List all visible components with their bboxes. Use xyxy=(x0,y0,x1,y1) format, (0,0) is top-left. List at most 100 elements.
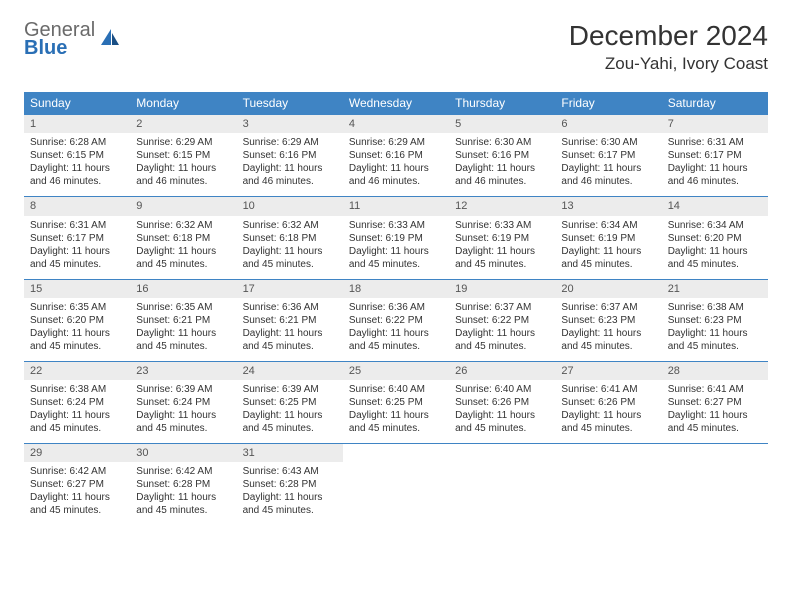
day-text: Sunrise: 6:32 AMSunset: 6:18 PMDaylight:… xyxy=(237,216,343,279)
calendar-cell: 19Sunrise: 6:37 AMSunset: 6:22 PMDayligh… xyxy=(449,279,555,361)
day-text: Sunrise: 6:29 AMSunset: 6:15 PMDaylight:… xyxy=(130,133,236,196)
calendar-cell: 15Sunrise: 6:35 AMSunset: 6:20 PMDayligh… xyxy=(24,279,130,361)
day-number: 28 xyxy=(662,362,768,380)
sunrise-text: Sunrise: 6:35 AM xyxy=(136,301,230,314)
sunrise-text: Sunrise: 6:30 AM xyxy=(455,136,549,149)
sunrise-text: Sunrise: 6:31 AM xyxy=(668,136,762,149)
sunrise-text: Sunrise: 6:33 AM xyxy=(349,219,443,232)
daylight-text: Daylight: 11 hours and 45 minutes. xyxy=(668,409,762,435)
day-text: Sunrise: 6:34 AMSunset: 6:20 PMDaylight:… xyxy=(662,216,768,279)
calendar-cell: 9Sunrise: 6:32 AMSunset: 6:18 PMDaylight… xyxy=(130,197,236,279)
day-number: 23 xyxy=(130,362,236,380)
daylight-text: Daylight: 11 hours and 45 minutes. xyxy=(30,491,124,517)
day-text: Sunrise: 6:33 AMSunset: 6:19 PMDaylight:… xyxy=(343,216,449,279)
calendar-cell: 28Sunrise: 6:41 AMSunset: 6:27 PMDayligh… xyxy=(662,361,768,443)
day-text: Sunrise: 6:32 AMSunset: 6:18 PMDaylight:… xyxy=(130,216,236,279)
day-number: 29 xyxy=(24,444,130,462)
calendar-row: 29Sunrise: 6:42 AMSunset: 6:27 PMDayligh… xyxy=(24,444,768,526)
calendar-cell xyxy=(449,444,555,526)
sunset-text: Sunset: 6:23 PM xyxy=(668,314,762,327)
sunrise-text: Sunrise: 6:42 AM xyxy=(136,465,230,478)
day-number: 5 xyxy=(449,115,555,133)
calendar-cell: 12Sunrise: 6:33 AMSunset: 6:19 PMDayligh… xyxy=(449,197,555,279)
daylight-text: Daylight: 11 hours and 46 minutes. xyxy=(668,162,762,188)
sunrise-text: Sunrise: 6:35 AM xyxy=(30,301,124,314)
weekday-header: Wednesday xyxy=(343,92,449,115)
sunrise-text: Sunrise: 6:33 AM xyxy=(455,219,549,232)
calendar-cell: 13Sunrise: 6:34 AMSunset: 6:19 PMDayligh… xyxy=(555,197,661,279)
day-text: Sunrise: 6:36 AMSunset: 6:22 PMDaylight:… xyxy=(343,298,449,361)
daylight-text: Daylight: 11 hours and 45 minutes. xyxy=(136,409,230,435)
sunrise-text: Sunrise: 6:31 AM xyxy=(30,219,124,232)
calendar-cell: 17Sunrise: 6:36 AMSunset: 6:21 PMDayligh… xyxy=(237,279,343,361)
day-text: Sunrise: 6:42 AMSunset: 6:27 PMDaylight:… xyxy=(24,462,130,525)
sunrise-text: Sunrise: 6:29 AM xyxy=(243,136,337,149)
calendar-table: Sunday Monday Tuesday Wednesday Thursday… xyxy=(24,92,768,525)
calendar-cell: 3Sunrise: 6:29 AMSunset: 6:16 PMDaylight… xyxy=(237,115,343,197)
sunset-text: Sunset: 6:21 PM xyxy=(136,314,230,327)
daylight-text: Daylight: 11 hours and 46 minutes. xyxy=(136,162,230,188)
daylight-text: Daylight: 11 hours and 45 minutes. xyxy=(349,245,443,271)
location: Zou-Yahi, Ivory Coast xyxy=(569,54,768,74)
sunset-text: Sunset: 6:15 PM xyxy=(136,149,230,162)
daylight-text: Daylight: 11 hours and 46 minutes. xyxy=(30,162,124,188)
day-number: 4 xyxy=(343,115,449,133)
daylight-text: Daylight: 11 hours and 45 minutes. xyxy=(243,491,337,517)
calendar-cell: 20Sunrise: 6:37 AMSunset: 6:23 PMDayligh… xyxy=(555,279,661,361)
day-text: Sunrise: 6:41 AMSunset: 6:27 PMDaylight:… xyxy=(662,380,768,443)
calendar-cell xyxy=(662,444,768,526)
calendar-row: 1Sunrise: 6:28 AMSunset: 6:15 PMDaylight… xyxy=(24,115,768,197)
calendar-cell: 5Sunrise: 6:30 AMSunset: 6:16 PMDaylight… xyxy=(449,115,555,197)
daylight-text: Daylight: 11 hours and 45 minutes. xyxy=(30,327,124,353)
daylight-text: Daylight: 11 hours and 45 minutes. xyxy=(30,409,124,435)
sunrise-text: Sunrise: 6:38 AM xyxy=(668,301,762,314)
daylight-text: Daylight: 11 hours and 45 minutes. xyxy=(349,409,443,435)
daylight-text: Daylight: 11 hours and 45 minutes. xyxy=(243,327,337,353)
weekday-header: Saturday xyxy=(662,92,768,115)
sunrise-text: Sunrise: 6:40 AM xyxy=(349,383,443,396)
sunset-text: Sunset: 6:19 PM xyxy=(455,232,549,245)
calendar-cell: 25Sunrise: 6:40 AMSunset: 6:25 PMDayligh… xyxy=(343,361,449,443)
calendar-cell: 16Sunrise: 6:35 AMSunset: 6:21 PMDayligh… xyxy=(130,279,236,361)
calendar-cell: 29Sunrise: 6:42 AMSunset: 6:27 PMDayligh… xyxy=(24,444,130,526)
daylight-text: Daylight: 11 hours and 45 minutes. xyxy=(243,409,337,435)
daylight-text: Daylight: 11 hours and 46 minutes. xyxy=(349,162,443,188)
logo-text: General Blue xyxy=(24,20,95,58)
weekday-header: Sunday xyxy=(24,92,130,115)
sunrise-text: Sunrise: 6:38 AM xyxy=(30,383,124,396)
daylight-text: Daylight: 11 hours and 45 minutes. xyxy=(136,327,230,353)
sunset-text: Sunset: 6:18 PM xyxy=(243,232,337,245)
day-text: Sunrise: 6:38 AMSunset: 6:23 PMDaylight:… xyxy=(662,298,768,361)
sunset-text: Sunset: 6:26 PM xyxy=(455,396,549,409)
sunrise-text: Sunrise: 6:41 AM xyxy=(668,383,762,396)
day-number: 26 xyxy=(449,362,555,380)
sunrise-text: Sunrise: 6:34 AM xyxy=(668,219,762,232)
daylight-text: Daylight: 11 hours and 45 minutes. xyxy=(136,491,230,517)
day-number: 31 xyxy=(237,444,343,462)
day-text: Sunrise: 6:35 AMSunset: 6:21 PMDaylight:… xyxy=(130,298,236,361)
day-number: 21 xyxy=(662,280,768,298)
sunset-text: Sunset: 6:24 PM xyxy=(136,396,230,409)
day-number: 17 xyxy=(237,280,343,298)
day-text: Sunrise: 6:31 AMSunset: 6:17 PMDaylight:… xyxy=(24,216,130,279)
daylight-text: Daylight: 11 hours and 46 minutes. xyxy=(243,162,337,188)
day-number: 16 xyxy=(130,280,236,298)
calendar-cell: 24Sunrise: 6:39 AMSunset: 6:25 PMDayligh… xyxy=(237,361,343,443)
calendar-row: 15Sunrise: 6:35 AMSunset: 6:20 PMDayligh… xyxy=(24,279,768,361)
weekday-header: Tuesday xyxy=(237,92,343,115)
day-number: 1 xyxy=(24,115,130,133)
day-text: Sunrise: 6:43 AMSunset: 6:28 PMDaylight:… xyxy=(237,462,343,525)
sunrise-text: Sunrise: 6:32 AM xyxy=(136,219,230,232)
calendar-cell: 21Sunrise: 6:38 AMSunset: 6:23 PMDayligh… xyxy=(662,279,768,361)
sunset-text: Sunset: 6:17 PM xyxy=(30,232,124,245)
sunrise-text: Sunrise: 6:34 AM xyxy=(561,219,655,232)
sunrise-text: Sunrise: 6:37 AM xyxy=(455,301,549,314)
day-text: Sunrise: 6:29 AMSunset: 6:16 PMDaylight:… xyxy=(343,133,449,196)
sunrise-text: Sunrise: 6:39 AM xyxy=(243,383,337,396)
sunset-text: Sunset: 6:22 PM xyxy=(349,314,443,327)
sunset-text: Sunset: 6:24 PM xyxy=(30,396,124,409)
sunrise-text: Sunrise: 6:40 AM xyxy=(455,383,549,396)
daylight-text: Daylight: 11 hours and 45 minutes. xyxy=(561,327,655,353)
day-number: 3 xyxy=(237,115,343,133)
sunset-text: Sunset: 6:18 PM xyxy=(136,232,230,245)
